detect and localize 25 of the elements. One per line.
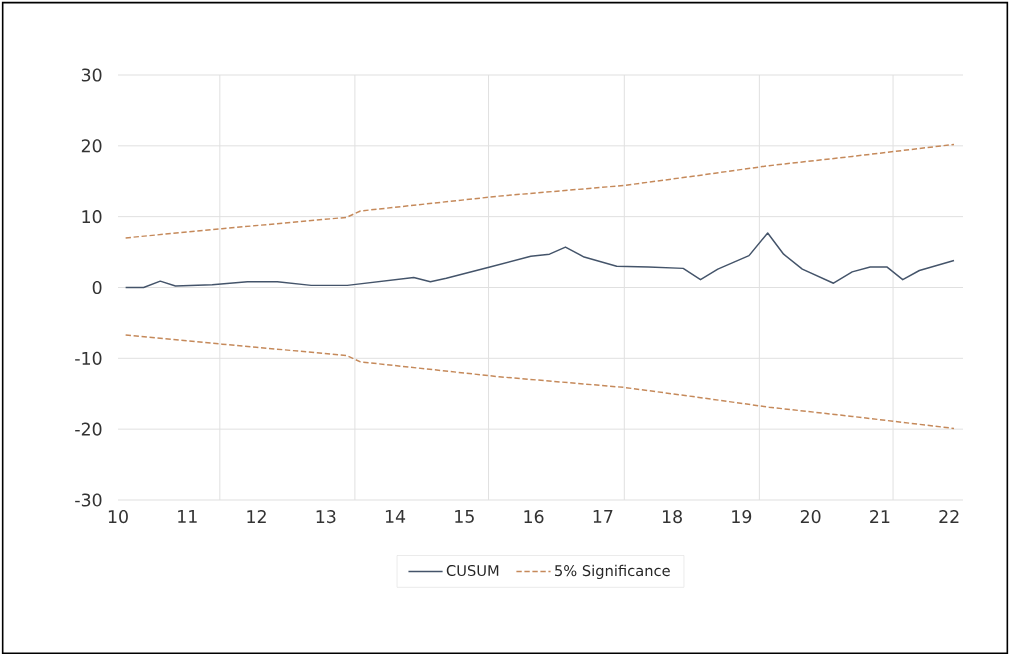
x-tick-label: 18 <box>662 510 682 524</box>
x-tick-label: 11 <box>178 510 197 523</box>
y-tick-label: 0 <box>92 280 102 295</box>
x-tick-label: 21 <box>870 510 890 523</box>
x-tick-label: 12 <box>247 510 266 523</box>
y-tick-label: -30 <box>75 493 102 507</box>
x-tick-label: 10 <box>108 510 128 524</box>
x-tick-label: 16 <box>524 510 544 524</box>
line-series <box>124 232 955 289</box>
y-tick-label: 10 <box>82 210 102 224</box>
line-series <box>124 143 955 239</box>
y-tick-label: 20 <box>81 139 102 153</box>
x-tick-label: 15 <box>455 510 474 523</box>
y-tick-label: -20 <box>75 422 102 436</box>
x-tick-label: 17 <box>593 510 613 523</box>
x-tick-label: 14 <box>385 510 406 523</box>
line-series <box>124 334 955 430</box>
y-tick-label: 30 <box>81 68 102 82</box>
x-tick-label: 22 <box>939 510 959 523</box>
y-tick-label: -10 <box>75 351 102 365</box>
x-tick-label: 19 <box>732 510 752 524</box>
legend-label: CUSUM <box>446 564 499 577</box>
legend-label: 5% Significance <box>555 564 670 580</box>
x-tick-label: 13 <box>316 510 336 524</box>
x-tick-label: 20 <box>800 510 821 524</box>
